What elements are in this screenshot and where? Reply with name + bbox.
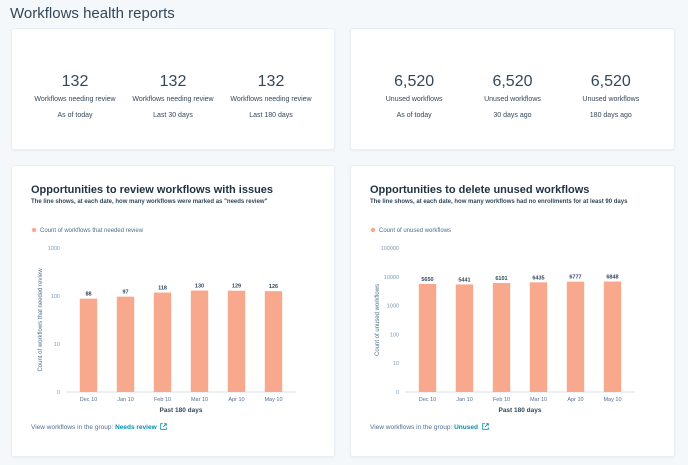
legend-label: Count of workflows that needed review <box>40 228 144 234</box>
bar <box>566 281 585 392</box>
kpi-period: 180 days ago <box>589 112 632 119</box>
unused-link[interactable]: Unused <box>454 424 478 432</box>
bar <box>529 282 548 392</box>
chart-subtitle: The line shows, at each date, how many w… <box>31 199 268 205</box>
kpi-period: 30 days ago <box>493 112 532 119</box>
kpi-card-needs-review: 132 Workflows needing review As of today… <box>11 28 335 150</box>
bar-value-label: 126 <box>269 284 278 290</box>
bar <box>79 298 98 392</box>
kpi-card-unused: 6,520 Unused workflows As of today 6,520… <box>350 28 675 150</box>
y-tick-label: 1000 <box>387 304 399 310</box>
bar-chart-needs-review: Count of workflows that needed review 0 10… <box>31 227 296 414</box>
x-tick-label: Apr 10 <box>567 397 583 403</box>
bar-value-label: 5650 <box>421 277 433 283</box>
kpi-label: Unused workflows <box>582 96 640 103</box>
footer-text: View workflows in the group: <box>370 424 453 432</box>
needs-review-link[interactable]: Needs review <box>115 424 157 432</box>
legend-swatch <box>370 227 376 233</box>
kpi-period: Last 30 days <box>153 112 193 119</box>
kpi-label: Unused workflows <box>484 96 541 103</box>
y-tick-label: 100 <box>390 332 399 338</box>
external-link-icon[interactable] <box>160 423 168 432</box>
x-tick-label: Apr 10 <box>228 397 244 403</box>
kpi-value: 6,520 <box>590 73 631 90</box>
chart-subtitle: The line shows, at each date, how many w… <box>370 199 628 205</box>
bar <box>603 281 622 392</box>
chart-card-unused: Opportunities to delete unused workflows… <box>350 165 675 457</box>
bar-value-label: 97 <box>122 290 128 296</box>
bar <box>455 284 474 392</box>
x-axis-label: Past 180 days <box>498 407 541 414</box>
kpi-label: Workflows needing review <box>34 96 116 103</box>
y-tick-label: 100 <box>51 294 60 300</box>
x-tick-label: May 10 <box>264 397 282 403</box>
y-tick-label: 0 <box>57 390 60 396</box>
bar-value-label: 5441 <box>458 277 470 283</box>
kpi-label: Unused workflows <box>385 96 443 103</box>
x-tick-label: Mar 10 <box>191 397 208 403</box>
kpi-row: 6,520 Unused workflows As of today 6,520… <box>351 73 674 120</box>
y-axis-label: Count of workflows that needed review <box>38 268 44 372</box>
chart-card-needs-review: Opportunities to review workflows with i… <box>11 165 335 457</box>
kpi-value: 132 <box>61 73 89 90</box>
kpi-value: 132 <box>257 73 285 90</box>
y-tick-label: 1000 <box>48 246 60 252</box>
chart-footer: View workflows in the group: Needs revie… <box>31 423 168 432</box>
bar-chart-unused: Count of unused workflows 0 10 100 1000 10000… <box>370 227 635 414</box>
bar-value-label: 130 <box>195 284 204 290</box>
y-tick-label: 10000 <box>384 275 399 281</box>
kpi-row: 132 Workflows needing review As of today… <box>12 73 334 120</box>
y-tick-label: 0 <box>396 390 399 396</box>
bar-value-label: 6435 <box>532 275 544 281</box>
bar-value-label: 88 <box>85 292 91 298</box>
kpi-needs-review-30-days: 132 Workflows needing review Last 30 day… <box>125 73 221 120</box>
bar-value-label: 118 <box>158 286 167 292</box>
y-axis-label: Count of unused workflows <box>375 284 381 356</box>
bar <box>264 291 283 392</box>
page-title: Workflows health reports <box>10 5 175 22</box>
kpi-value: 132 <box>159 73 187 90</box>
bar-value-label: 6777 <box>569 275 581 281</box>
y-tick-label: 10 <box>393 361 399 367</box>
bar <box>227 290 246 392</box>
bar-value-label: 129 <box>232 284 241 290</box>
chart-footer: View workflows in the group: Unused <box>370 423 489 432</box>
y-tick-label: 10 <box>54 342 60 348</box>
kpi-value: 6,520 <box>394 73 435 90</box>
x-tick-label: Feb 10 <box>493 397 510 403</box>
kpi-unused-30-days: 6,520 Unused workflows 30 days ago <box>464 73 560 120</box>
x-tick-label: Mar 10 <box>530 397 547 403</box>
x-tick-label: Jan 10 <box>456 397 473 403</box>
bar <box>492 282 511 392</box>
kpi-label: Workflows needing review <box>230 96 312 103</box>
x-axis-label: Past 180 days <box>159 407 202 414</box>
x-tick-label: Dec 10 <box>419 397 436 403</box>
kpi-needs-review-180-days: 132 Workflows needing review Last 180 da… <box>223 73 319 120</box>
bar <box>153 292 172 392</box>
kpi-needs-review-today: 132 Workflows needing review As of today <box>27 73 123 120</box>
kpi-unused-today: 6,520 Unused workflows As of today <box>366 73 462 120</box>
bar-value-label: 6848 <box>606 275 618 281</box>
y-tick-label: 100000 <box>381 246 399 252</box>
legend-label: Count of unused workflows <box>379 228 451 234</box>
chart-title: Opportunities to review workflows with i… <box>31 184 274 196</box>
x-tick-label: Feb 10 <box>154 397 171 403</box>
kpi-unused-180-days: 6,520 Unused workflows 180 days ago <box>563 73 659 120</box>
kpi-period: Last 180 days <box>249 112 293 119</box>
x-tick-label: Dec 10 <box>80 397 97 403</box>
bar <box>116 296 135 392</box>
kpi-period: As of today <box>57 112 93 119</box>
legend-swatch <box>31 227 37 233</box>
bar <box>418 283 437 392</box>
external-link-icon[interactable] <box>482 423 489 432</box>
kpi-period: As of today <box>396 112 432 119</box>
footer-text: View workflows in the group: <box>31 424 114 432</box>
kpi-label: Workflows needing review <box>132 96 214 103</box>
kpi-value: 6,520 <box>492 73 533 90</box>
bar-value-label: 6101 <box>495 276 507 282</box>
bar <box>190 290 209 392</box>
x-tick-label: May 10 <box>603 397 621 403</box>
chart-title: Opportunities to delete unused workflows <box>370 184 590 196</box>
x-tick-label: Jan 10 <box>117 397 134 403</box>
